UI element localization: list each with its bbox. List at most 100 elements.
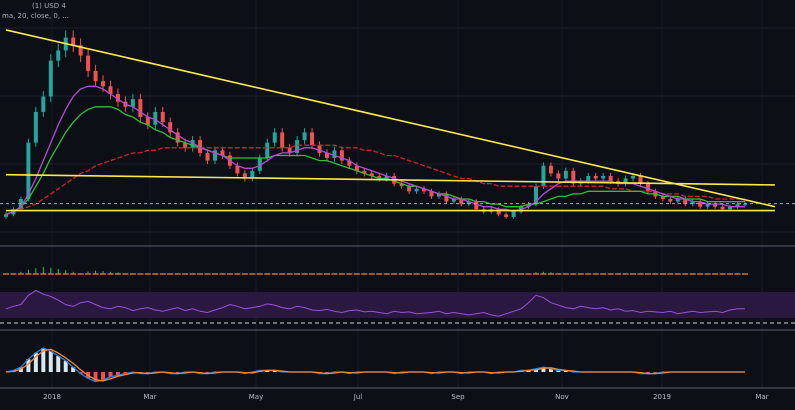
pane-separators: [0, 245, 795, 389]
candle-body: [556, 173, 561, 179]
candle-body: [690, 201, 695, 205]
candle-body: [474, 201, 479, 210]
candle-body: [257, 158, 262, 171]
volume-pane: [3, 267, 748, 275]
candle-body: [743, 204, 747, 206]
candle-body: [698, 201, 703, 207]
candle-body: [377, 175, 382, 179]
macd-histogram-bar: [324, 372, 329, 374]
symbol-label: (1) USD 4: [32, 2, 66, 10]
candle-body: [242, 173, 247, 179]
candle-body: [108, 86, 113, 94]
x-tick-label: Nov: [555, 393, 569, 401]
macd-histogram-bar: [108, 372, 113, 377]
macd-histogram-bar: [145, 372, 150, 374]
rsi-line: [5, 289, 745, 317]
candle-body: [26, 142, 31, 200]
candle-body: [623, 178, 628, 184]
candle-body: [422, 188, 427, 192]
candle-body: [608, 175, 613, 182]
horizontal-resistance-line: [5, 173, 775, 186]
macd-histogram-bar: [265, 370, 270, 372]
candle-body: [713, 204, 718, 207]
candle-body: [593, 175, 598, 179]
candle-body: [153, 111, 158, 125]
macd-signal-line: [5, 348, 745, 382]
candles: [4, 30, 747, 219]
macd-histogram-bar: [175, 372, 180, 374]
macd-histogram-bar: [541, 367, 546, 372]
candle-body: [496, 209, 501, 215]
candle-body: [541, 165, 546, 187]
candle-body: [466, 201, 471, 205]
candle-body: [451, 199, 456, 202]
candle-body: [101, 81, 106, 87]
candle-body: [145, 117, 150, 125]
candle-body: [735, 204, 740, 207]
candle-body: [369, 173, 374, 176]
macd-histogram-bar: [41, 348, 46, 372]
candle-body: [168, 122, 173, 133]
macd-histogram-bar: [63, 360, 68, 372]
candle-body: [631, 175, 636, 179]
x-tick-label: May: [248, 393, 264, 401]
macd-histogram-bar: [101, 372, 106, 380]
candle-body: [728, 206, 733, 210]
candle-body: [571, 170, 576, 184]
candle-body: [533, 186, 538, 205]
candle-body: [705, 204, 710, 207]
candle-body: [444, 193, 449, 202]
candle-body: [354, 165, 359, 171]
candle-body: [18, 199, 23, 210]
candle-body: [220, 150, 225, 156]
candle-body: [213, 150, 218, 161]
candle-body: [183, 142, 188, 148]
candle-body: [280, 132, 285, 148]
macd-histogram-bar: [563, 370, 568, 372]
candle-body: [645, 183, 650, 192]
trendlines[interactable]: [0, 29, 795, 212]
candle-body: [601, 175, 606, 179]
candle-body: [190, 140, 195, 148]
candle-body: [683, 199, 688, 205]
macd-histogram-bar: [205, 372, 210, 374]
candle-body: [414, 188, 419, 192]
indicator-label: ma, 20, close, 0, ...: [2, 12, 69, 20]
candle-body: [302, 132, 307, 141]
candle-body: [71, 37, 76, 46]
rsi-band: [0, 292, 795, 318]
candle-body: [160, 111, 165, 123]
candle-body: [56, 50, 61, 61]
candle-body: [115, 93, 120, 102]
candle-body: [205, 152, 210, 161]
candle-body: [250, 170, 255, 179]
candle-body: [347, 160, 352, 166]
macd-histogram-bar: [556, 370, 561, 372]
macd-histogram-bar: [272, 370, 277, 372]
candle-body: [339, 150, 344, 161]
x-tick-label: 2018: [43, 393, 61, 401]
macd-histogram-bar: [123, 372, 128, 374]
candle-body: [399, 183, 404, 187]
ma-red-line: [5, 144, 745, 216]
candle-body: [511, 211, 516, 217]
descending-trendline: [5, 29, 776, 208]
candle-body: [175, 132, 180, 143]
candle-body: [310, 132, 315, 146]
candle-body: [429, 191, 434, 197]
candle-body: [138, 99, 143, 118]
ma-green-line: [5, 106, 745, 216]
candle-body: [332, 150, 337, 159]
macd-histogram-bar: [56, 356, 61, 372]
candle-body: [33, 111, 38, 143]
macd-histogram-bar: [548, 368, 553, 372]
candle-body: [93, 70, 98, 82]
candle-body: [526, 204, 531, 207]
candle-body: [436, 193, 441, 197]
candle-body: [586, 175, 591, 182]
candle-body: [720, 206, 725, 210]
candle-body: [78, 45, 83, 56]
candle-body: [548, 165, 553, 174]
